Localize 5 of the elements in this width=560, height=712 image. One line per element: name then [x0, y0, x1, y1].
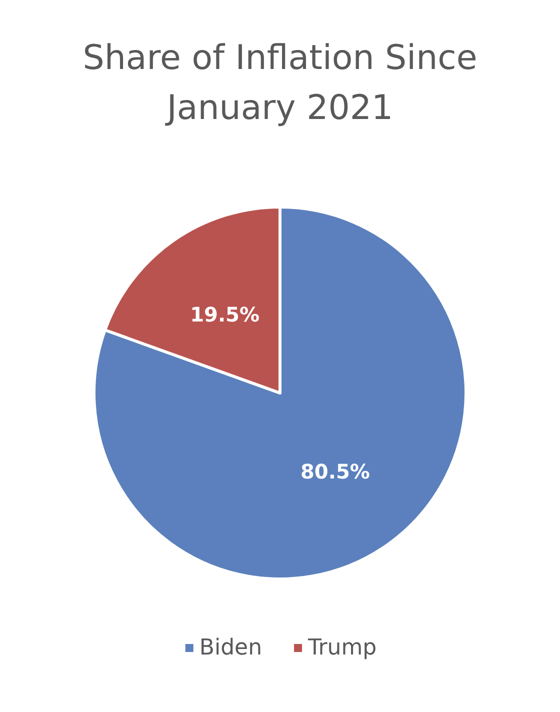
- legend-label: Trump: [307, 636, 377, 660]
- legend-label: Biden: [199, 636, 262, 660]
- chart-title: Share of Inflation Since January 2021: [82, 38, 478, 128]
- data-label: 19.5%: [190, 302, 260, 326]
- data-label: 80.5%: [300, 460, 370, 484]
